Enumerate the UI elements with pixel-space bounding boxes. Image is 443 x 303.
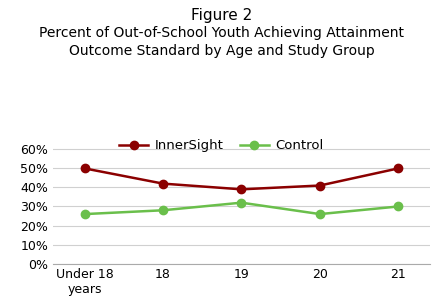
Text: Percent of Out-of-School Youth Achieving Attainment
Outcome Standard by Age and : Percent of Out-of-School Youth Achieving… <box>39 26 404 58</box>
Text: Figure 2: Figure 2 <box>191 8 252 23</box>
Legend: InnerSight, Control: InnerSight, Control <box>114 134 329 158</box>
